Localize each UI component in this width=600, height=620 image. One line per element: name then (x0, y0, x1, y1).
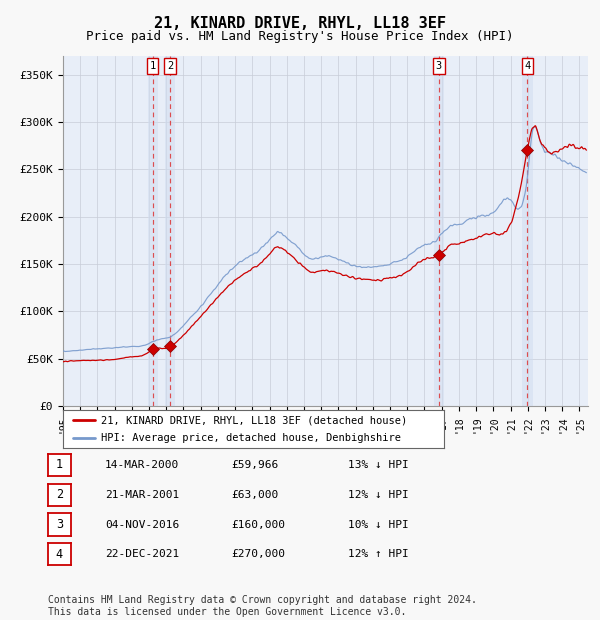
Bar (434, 56, 444, 406)
Text: HPI: Average price, detached house, Denbighshire: HPI: Average price, detached house, Denb… (101, 433, 401, 443)
Text: 13% ↓ HPI: 13% ↓ HPI (348, 460, 409, 470)
Text: 12% ↓ HPI: 12% ↓ HPI (348, 490, 409, 500)
Text: 2: 2 (56, 489, 63, 501)
Text: £270,000: £270,000 (231, 549, 285, 559)
Text: 10% ↓ HPI: 10% ↓ HPI (348, 520, 409, 529)
Text: 1: 1 (149, 61, 156, 71)
Text: Price paid vs. HM Land Registry's House Price Index (HPI): Price paid vs. HM Land Registry's House … (86, 30, 514, 43)
Text: 21, KINARD DRIVE, RHYL, LL18 3EF: 21, KINARD DRIVE, RHYL, LL18 3EF (154, 16, 446, 31)
Text: 4: 4 (56, 548, 63, 560)
Text: 3: 3 (56, 518, 63, 531)
Text: 2: 2 (167, 61, 173, 71)
Text: 1: 1 (56, 459, 63, 471)
Bar (148, 56, 158, 406)
Text: 21, KINARD DRIVE, RHYL, LL18 3EF (detached house): 21, KINARD DRIVE, RHYL, LL18 3EF (detach… (101, 415, 407, 425)
Text: £160,000: £160,000 (231, 520, 285, 529)
Text: £63,000: £63,000 (231, 490, 278, 500)
Bar (165, 56, 175, 406)
Text: 4: 4 (524, 61, 530, 71)
Text: 04-NOV-2016: 04-NOV-2016 (105, 520, 179, 529)
Text: 14-MAR-2000: 14-MAR-2000 (105, 460, 179, 470)
Text: Contains HM Land Registry data © Crown copyright and database right 2024.
This d: Contains HM Land Registry data © Crown c… (48, 595, 477, 617)
Text: 22-DEC-2021: 22-DEC-2021 (105, 549, 179, 559)
Text: 3: 3 (436, 61, 442, 71)
Text: 12% ↑ HPI: 12% ↑ HPI (348, 549, 409, 559)
Bar (522, 56, 533, 406)
Text: £59,966: £59,966 (231, 460, 278, 470)
Text: 21-MAR-2001: 21-MAR-2001 (105, 490, 179, 500)
